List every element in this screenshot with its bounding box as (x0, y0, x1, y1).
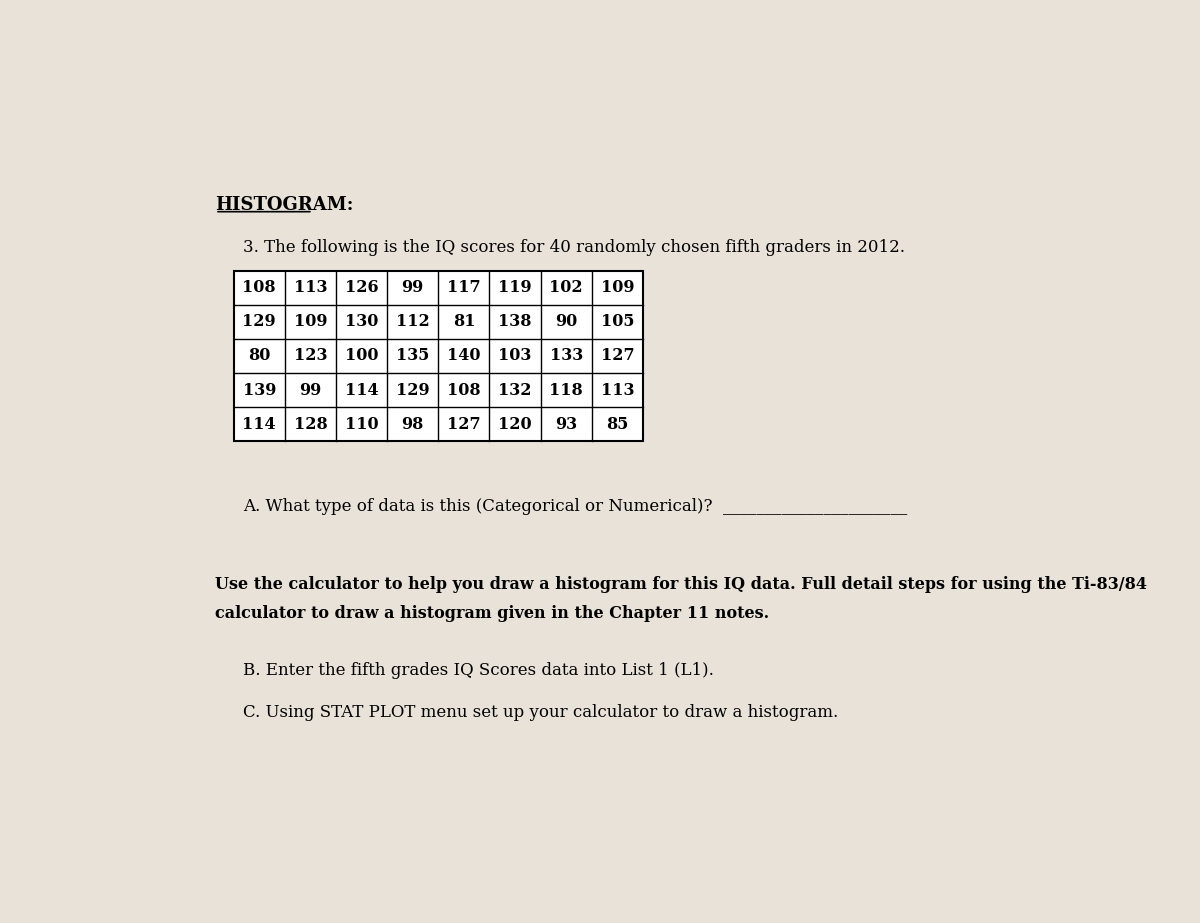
Text: 99: 99 (402, 280, 424, 296)
Text: 102: 102 (550, 280, 583, 296)
Text: 80: 80 (248, 347, 270, 365)
Text: 130: 130 (344, 313, 378, 330)
Text: 113: 113 (294, 280, 328, 296)
Text: 126: 126 (344, 280, 378, 296)
Text: 110: 110 (344, 415, 378, 433)
Text: 109: 109 (600, 280, 634, 296)
Text: 133: 133 (550, 347, 583, 365)
Text: 114: 114 (344, 381, 378, 399)
Text: 118: 118 (550, 381, 583, 399)
Text: 127: 127 (600, 347, 634, 365)
Text: C. Using STAT PLOT menu set up your calculator to draw a histogram.: C. Using STAT PLOT menu set up your calc… (242, 704, 839, 721)
Text: 90: 90 (556, 313, 577, 330)
Text: 112: 112 (396, 313, 430, 330)
Text: 132: 132 (498, 381, 532, 399)
Text: 99: 99 (299, 381, 322, 399)
Text: 113: 113 (600, 381, 634, 399)
Text: HISTOGRAM:: HISTOGRAM: (215, 196, 354, 214)
Text: 98: 98 (402, 415, 424, 433)
Text: 93: 93 (556, 415, 577, 433)
Text: 129: 129 (242, 313, 276, 330)
Text: 117: 117 (448, 280, 481, 296)
Text: 3. The following is the IQ scores for 40 randomly chosen fifth graders in 2012.: 3. The following is the IQ scores for 40… (242, 239, 905, 256)
Bar (234, 270, 643, 441)
Text: 139: 139 (242, 381, 276, 399)
Text: 128: 128 (294, 415, 328, 433)
Text: 119: 119 (498, 280, 532, 296)
Text: B. Enter the fifth grades IQ Scores data into List 1 (L1).: B. Enter the fifth grades IQ Scores data… (242, 662, 714, 678)
Text: 85: 85 (606, 415, 629, 433)
Text: 108: 108 (242, 280, 276, 296)
Text: 105: 105 (600, 313, 634, 330)
Text: 135: 135 (396, 347, 430, 365)
Text: A. What type of data is this (Categorical or Numerical)?  ______________________: A. What type of data is this (Categorica… (242, 498, 907, 515)
Text: 127: 127 (448, 415, 481, 433)
Text: 103: 103 (498, 347, 532, 365)
Text: calculator to draw a histogram given in the Chapter 11 notes.: calculator to draw a histogram given in … (215, 605, 769, 622)
Text: 109: 109 (294, 313, 328, 330)
Text: 138: 138 (498, 313, 532, 330)
Text: 129: 129 (396, 381, 430, 399)
Text: Use the calculator to help you draw a histogram for this IQ data. Full detail st: Use the calculator to help you draw a hi… (215, 576, 1147, 593)
Text: 114: 114 (242, 415, 276, 433)
Text: 120: 120 (498, 415, 532, 433)
Text: 123: 123 (294, 347, 328, 365)
Text: 100: 100 (344, 347, 378, 365)
Text: 108: 108 (448, 381, 481, 399)
Text: 140: 140 (448, 347, 481, 365)
Text: 81: 81 (452, 313, 475, 330)
